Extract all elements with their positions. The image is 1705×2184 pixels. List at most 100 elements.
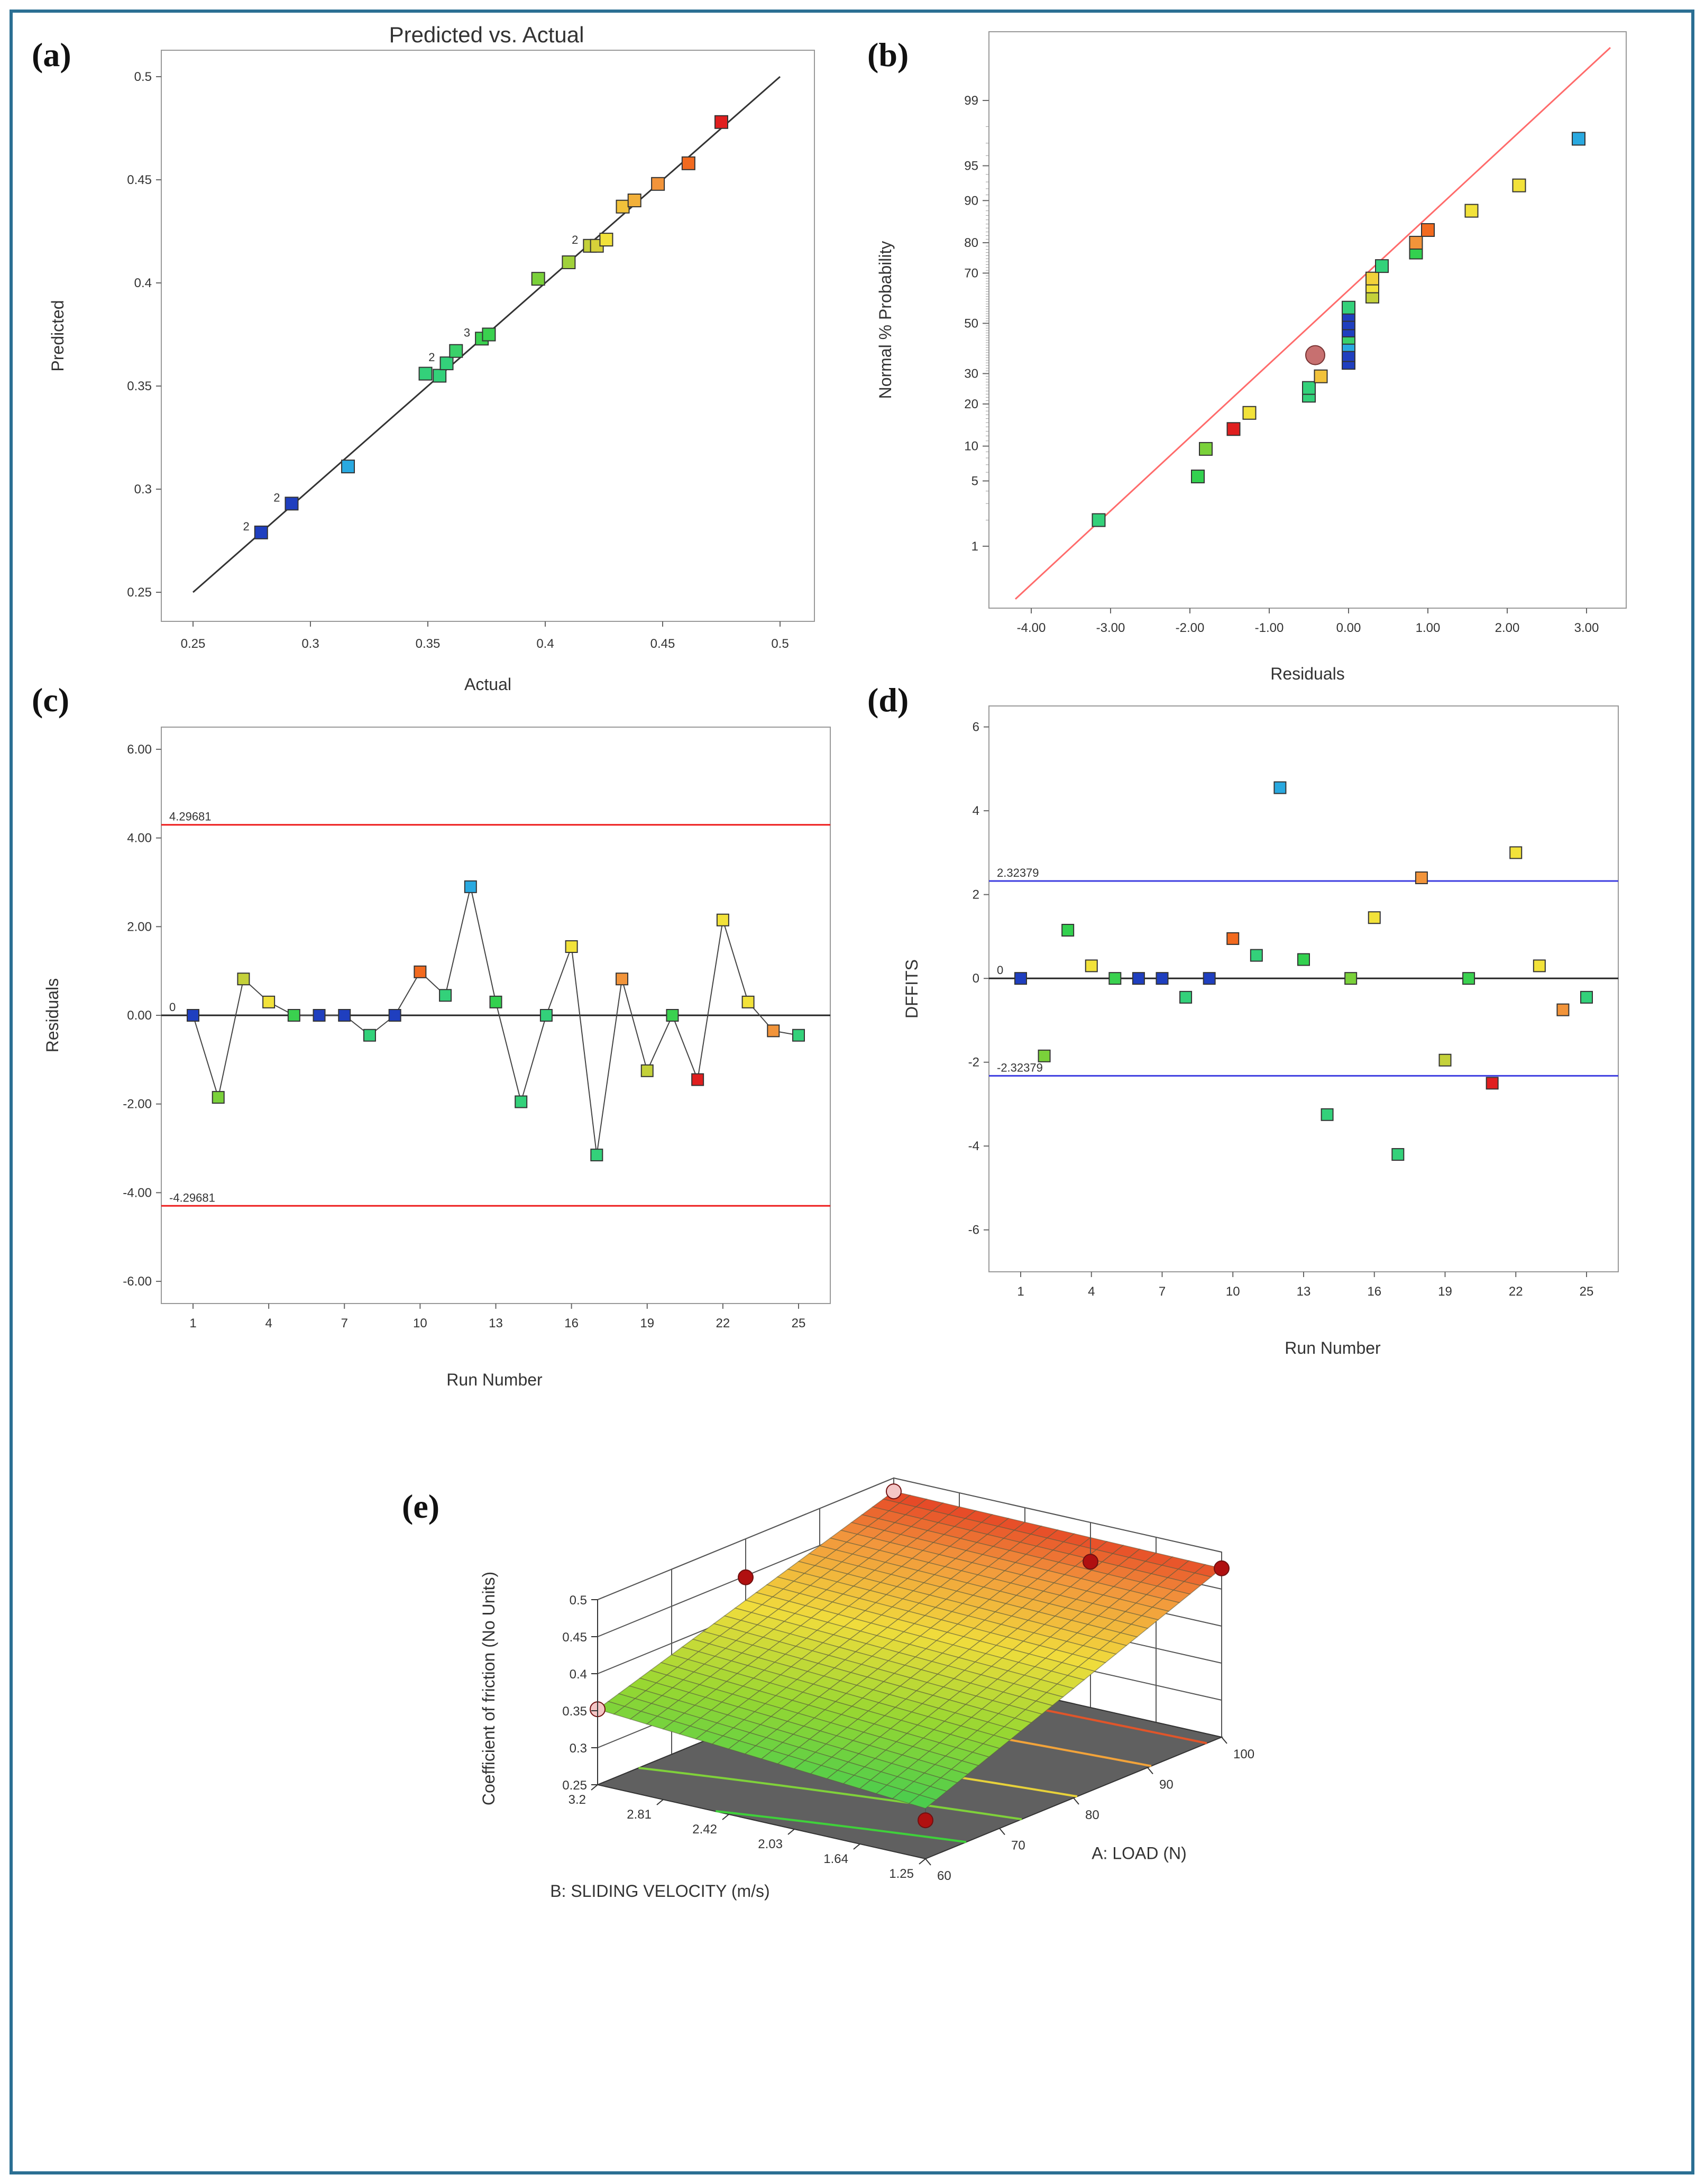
data-point [187,1009,199,1022]
data-point [338,1009,351,1022]
x-tick-label: 19 [640,1316,654,1330]
data-point [716,913,729,926]
point-count-label: 3 [464,326,470,339]
data-point-b [1409,235,1423,250]
y-tick-label: -4.00 [123,1186,152,1200]
panel-label: (c) [32,681,69,719]
x-tick-label: 0.3 [301,637,319,651]
x-tick-label: -3.00 [1096,621,1125,635]
data-point-b [1572,132,1585,146]
data-point [237,972,250,986]
data-point-a [439,356,454,371]
floor-contour [638,1767,1022,1821]
panel-label-b: (b) [867,36,909,74]
plot-frame [988,705,1619,1272]
data-point-b [1375,259,1389,273]
chart-c: (c) 1 4 7 10 13 16 19 22 25 -6.00 -4.00 -2.00 0.00 2.0… [32,681,831,1389]
data-point [792,1029,805,1042]
data-point [313,1009,326,1022]
data-point-a [418,366,433,381]
load-tick-label: 100 [1233,1747,1254,1761]
y-tick-label: 0.25 [127,585,152,600]
data-point [1344,972,1358,985]
y-axis-title: Residuals [43,978,62,1053]
data-point-a [531,272,545,286]
x-tick-label: 13 [1297,1284,1311,1299]
data-point [1085,959,1098,972]
load-tick-label: 60 [937,1869,951,1883]
y-axis-title-b: Normal % Probability [876,241,895,399]
data-point-b [1302,381,1316,395]
velocity-tick-label: 2.03 [758,1837,783,1851]
floor-contour [716,1810,967,1843]
load-tick-label: 90 [1159,1778,1174,1792]
x-tick-label: 25 [1580,1284,1594,1299]
plot-frame-b [988,31,1627,609]
zero-label: 0 [169,1001,176,1014]
y-tick-label: 80 [964,236,978,250]
data-point-b [1421,223,1435,237]
x-tick-label: 22 [716,1316,730,1330]
z-axis-title: Coefficient of friction (No Units) [479,1572,498,1805]
x-tick-label: 25 [792,1316,806,1330]
y-tick-label: -4 [968,1139,979,1153]
y-tick-label: 6 [973,720,979,735]
point-count-label: 2 [243,520,250,533]
data-point [1250,949,1263,962]
velocity-tick-mark [787,1829,795,1835]
data-point [1533,959,1546,972]
design-point [1083,1554,1098,1570]
data-point [414,965,427,978]
data-point [1014,972,1027,985]
y-tick-label: 0.00 [127,1008,152,1023]
data-point-a [449,344,463,358]
data-point [464,880,477,893]
design-point [918,1812,933,1829]
x-tick-label: 19 [1438,1284,1452,1299]
x-tick-label: 1 [1017,1284,1024,1299]
x-tick-label: 0.5 [771,637,789,651]
x-tick-label: 1.00 [1416,621,1441,635]
data-point [1061,924,1075,937]
data-point [539,1009,553,1022]
chart-title-a: Predicted vs. Actual [389,22,584,47]
y-axis-title-a: Predicted [48,300,67,371]
y-tick-label: -2.00 [123,1097,152,1112]
load-tick-mark [1073,1797,1079,1805]
x-tick-label: 7 [341,1316,348,1330]
highlighted-point-b [1305,345,1325,365]
load-tick-label: 80 [1085,1808,1099,1822]
load-tick-mark [1221,1737,1227,1744]
data-point [287,1009,300,1022]
y-tick-label: 90 [964,194,978,208]
x-tick-label: 2.00 [1495,621,1520,635]
data-point [1556,1003,1570,1016]
data-point-a [651,177,665,191]
y-tick-label: 70 [964,266,978,280]
y-tick-label: 2 [973,888,979,902]
x-tick-label: 13 [489,1316,503,1330]
data-point [691,1073,704,1086]
data-point-a [599,233,613,247]
data-point [262,995,276,1008]
velocity-tick-label: 3.2 [569,1793,586,1807]
x-tick-label: -1.00 [1255,621,1284,635]
y-tick-label: -2 [968,1056,979,1070]
y-tick-label: 99 [964,94,978,108]
data-point [666,1009,679,1022]
y-tick-label: 95 [964,159,978,173]
data-point-b [1191,469,1205,483]
data-point-a [627,194,641,207]
data-point [590,1149,603,1162]
velocity-tick-mark [656,1799,664,1805]
y-tick-label: 0 [973,971,979,986]
data-point-b [1314,369,1328,383]
data-point [439,989,452,1002]
z-tick-label: 0.4 [570,1667,587,1682]
chart-e: (e) 0.25 0.3 0.35 0.4 0.45 0.5 Coefficient of f… [402,1477,1254,1901]
data-point [1321,1108,1334,1121]
x-tick-label: 10 [413,1316,427,1330]
design-point [738,1569,754,1585]
zero-label: 0 [997,963,1003,977]
